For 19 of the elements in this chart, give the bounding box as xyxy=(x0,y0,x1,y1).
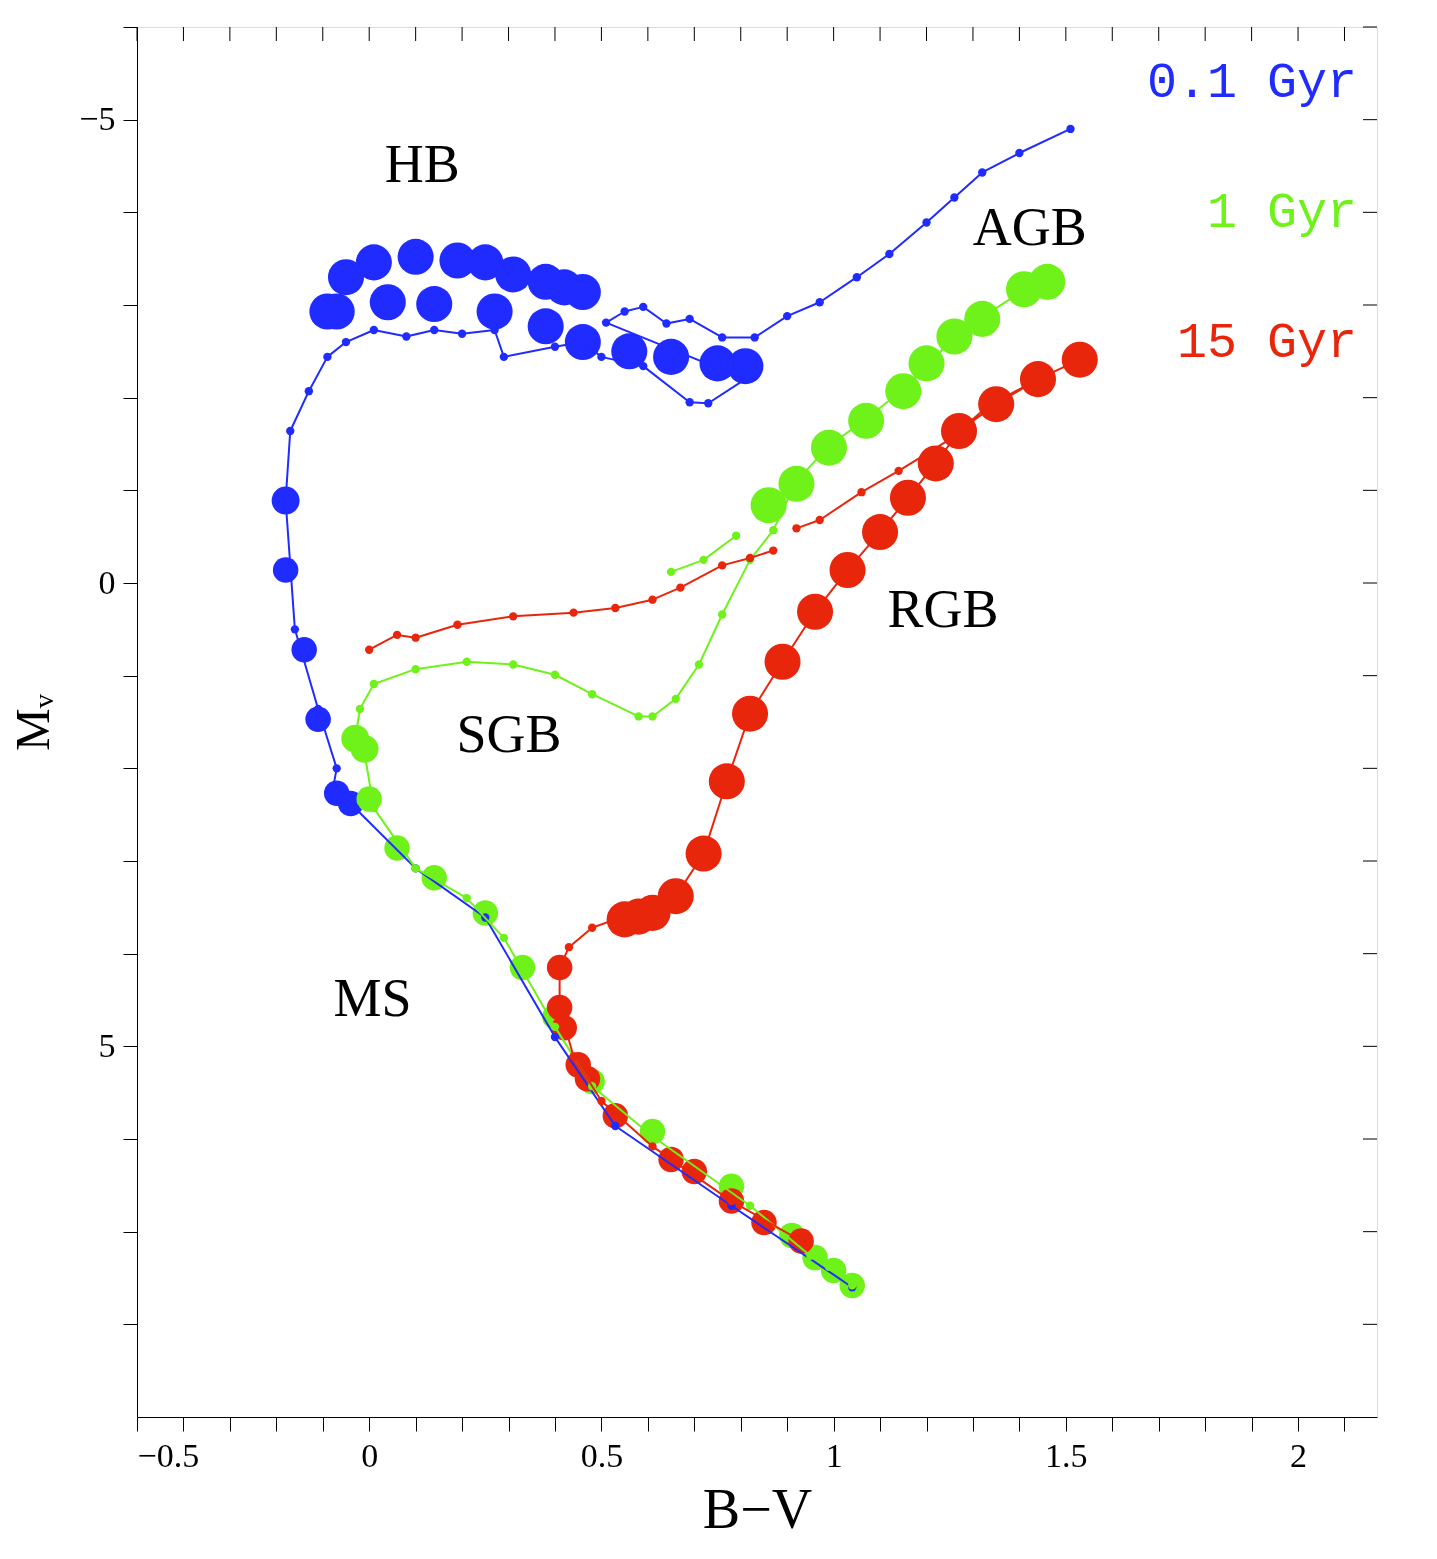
x-tick-label: 0.5 xyxy=(580,1436,624,1474)
x-tick-label: −0.5 xyxy=(137,1436,200,1474)
x-tick-label: 1.5 xyxy=(1045,1436,1088,1474)
y-tick-label: −5 xyxy=(79,100,116,138)
annotation: MS xyxy=(333,968,412,1028)
series-label: 0.1 Gyr xyxy=(1146,55,1357,112)
annotation: AGB xyxy=(972,196,1087,257)
y-tick-label: 5 xyxy=(98,1026,116,1064)
x-tick-label: 0 xyxy=(361,1436,379,1474)
annotation: SGB xyxy=(456,703,562,764)
annotation: RGB xyxy=(887,578,999,639)
annotation: HB xyxy=(384,134,460,194)
x-tick-label: 2 xyxy=(1290,1436,1308,1474)
y-axis-title: Mᵥ xyxy=(6,693,60,751)
y-tick-label: 0 xyxy=(98,563,116,601)
text: 1 Gyr xyxy=(1206,185,1357,242)
series-label: 15 Gyr xyxy=(1176,315,1357,372)
x-axis-title: B−V xyxy=(702,1477,813,1540)
x-tick-label: 1 xyxy=(825,1436,843,1474)
